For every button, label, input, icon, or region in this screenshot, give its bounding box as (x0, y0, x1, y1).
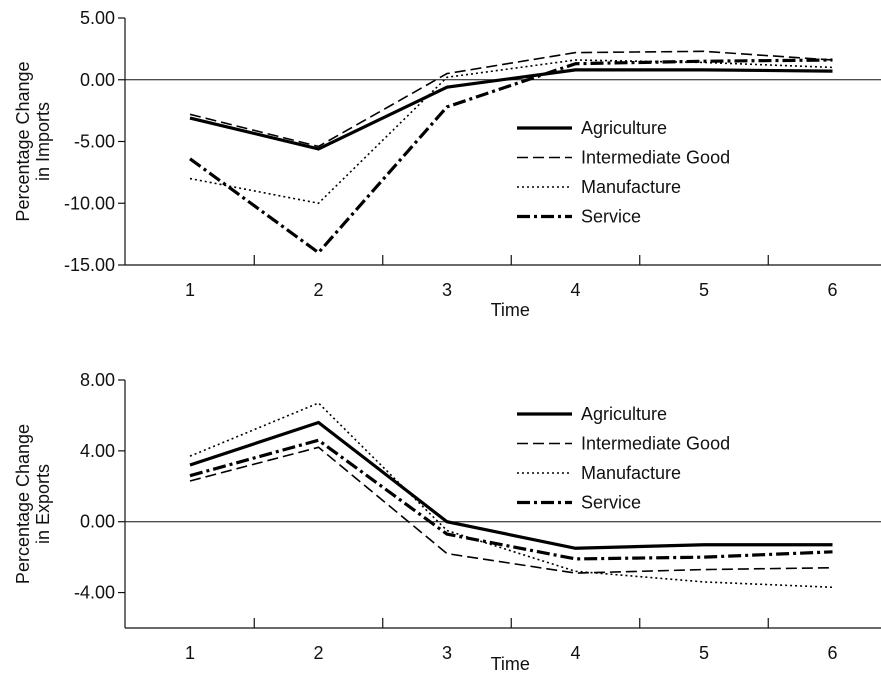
legend: Agriculture Intermediate Good Manufacture S… (517, 404, 730, 513)
x-tick-label: 4 (570, 643, 580, 663)
legend-label: Intermediate Good (581, 148, 730, 168)
y-tick-label: 0.00 (80, 512, 115, 532)
y-axis-title-line: in Imports (33, 102, 53, 181)
x-tick-label: 5 (699, 643, 709, 663)
series-line-service (189, 58, 833, 255)
legend-label: Agriculture (581, 118, 667, 138)
y-tick-label: -10.00 (64, 193, 115, 213)
legend-label: Intermediate Good (581, 434, 730, 454)
legend-label: Manufacture (581, 463, 681, 483)
legend-label: Agriculture (581, 404, 667, 424)
series-line-manufacture (189, 402, 833, 589)
x-tick-label: 6 (827, 643, 837, 663)
x-tick-label: 1 (185, 643, 195, 663)
series-line-service (189, 438, 833, 561)
y-axis-title: Percentage Changein Imports (13, 61, 53, 221)
chart-panel-1: 5.00 0.00 -5.00 -10.00 -15.00 1 2 3 4 5 6 Time Perce… (13, 8, 881, 320)
x-axis-title: Time (491, 654, 530, 674)
legend: Agriculture Intermediate Good Manufacture S… (517, 118, 730, 227)
y-tick-label: -5.00 (74, 132, 115, 152)
y-tick-label: -4.00 (74, 583, 115, 603)
y-tick-label: 0.00 (80, 70, 115, 90)
series-line-agriculture (189, 420, 833, 550)
y-tick-label: 8.00 (80, 370, 115, 390)
x-axis-title: Time (491, 300, 530, 320)
x-tick-label: 5 (699, 280, 709, 300)
x-tick-label: 4 (570, 280, 580, 300)
x-tick-label: 1 (185, 280, 195, 300)
series-line-manufacture (189, 59, 833, 205)
legend-label: Service (581, 493, 641, 513)
x-tick-label: 2 (313, 280, 323, 300)
chart-panel-2: 8.00 4.00 0.00 -4.00 1 2 3 4 5 6 Time Percentage Ch… (13, 370, 881, 674)
x-tick-label: 6 (827, 280, 837, 300)
y-axis-title-line: in Exports (33, 464, 53, 544)
y-axis-title-line: Percentage Change (13, 424, 33, 584)
legend-label: Manufacture (581, 177, 681, 197)
x-tick-label: 3 (442, 643, 452, 663)
series-line-agriculture (189, 68, 833, 151)
x-tick-label: 2 (313, 643, 323, 663)
series-line-intermediate-good (189, 50, 833, 148)
x-tick-label: 3 (442, 280, 452, 300)
y-tick-label: -15.00 (64, 255, 115, 275)
y-tick-label: 5.00 (80, 8, 115, 28)
y-axis-title-line: Percentage Change (13, 61, 33, 221)
y-tick-label: 4.00 (80, 441, 115, 461)
y-axis-title: Percentage Changein Exports (13, 424, 53, 584)
legend-label: Service (581, 207, 641, 227)
series-line-intermediate-good (189, 446, 833, 574)
